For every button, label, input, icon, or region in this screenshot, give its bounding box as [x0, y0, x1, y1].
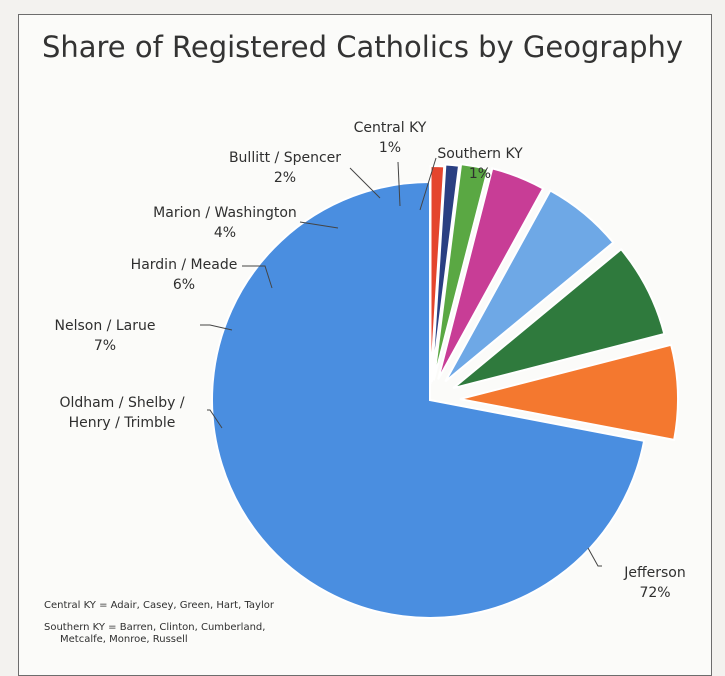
- leader-line: [587, 547, 602, 567]
- slice-label: Jefferson 72%: [623, 565, 686, 601]
- pie-slice-central-ky: [430, 163, 461, 383]
- pie-slice-nelson-larue: [452, 247, 666, 390]
- pie-slice-jefferson: [211, 180, 646, 619]
- slice-label: Southern KY 1%: [437, 146, 523, 182]
- pie-slice-oldham-shelby-henry-trimble: [459, 343, 679, 442]
- slice-label: Nelson / Larue 7%: [55, 318, 156, 354]
- leader-line: [207, 409, 223, 429]
- leader-line: [349, 167, 381, 199]
- leader-line: [242, 265, 273, 289]
- pie-slice-marion-washington: [437, 167, 545, 381]
- slice-label: Oldham / Shelby / Henry / Trimble: [59, 395, 184, 431]
- footnote-southern-2: Metcalfe, Monroe, Russell: [60, 634, 188, 645]
- pie-chart: Jefferson 72% Oldham / Shelby / Henry / Tri…: [55, 120, 686, 619]
- pie-slice-southern-ky: [429, 165, 446, 385]
- leader-line: [397, 161, 401, 207]
- footnote-central: Central KY = Adair, Casey, Green, Hart, …: [44, 600, 274, 611]
- pie-slice-bullitt-spencer: [432, 162, 490, 381]
- leader-line: [419, 157, 437, 211]
- leader-line: [299, 221, 339, 229]
- pie-slice-hardin-meade: [444, 189, 615, 383]
- chart-title: Share of Registered Catholics by Geograp…: [41, 30, 684, 64]
- slice-label: Central KY 1%: [354, 120, 427, 156]
- slice-label: Marion / Washington 4%: [153, 205, 297, 241]
- slice-label: Bullitt / Spencer 2%: [229, 150, 341, 186]
- leader-line: [200, 324, 233, 331]
- slice-label: Hardin / Meade 6%: [131, 257, 238, 293]
- footnote-southern-1: Southern KY = Barren, Clinton, Cumberlan…: [44, 622, 266, 633]
